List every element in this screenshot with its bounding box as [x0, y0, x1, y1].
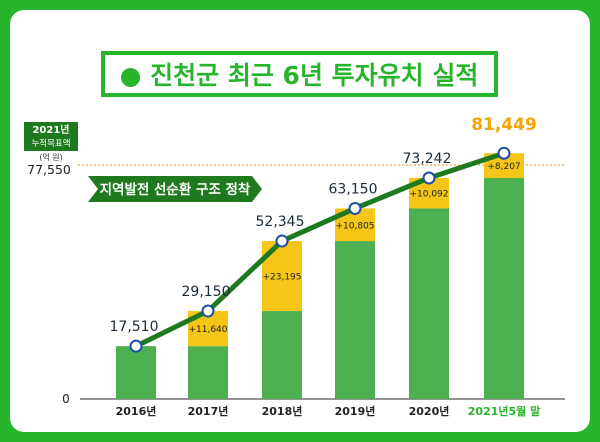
bar-2: [262, 311, 302, 399]
x-tick-label-0: 2016년: [116, 404, 157, 418]
ribbon-text: 지역발전 선순환 구조 정착: [100, 181, 251, 198]
zero-label: 0: [62, 392, 70, 406]
bar-0: [116, 346, 156, 399]
target-label: 2021년 누적목표액 (억 원) 77,550: [24, 122, 78, 177]
trend-line: [134, 150, 505, 349]
value-label-3: 63,150: [329, 181, 378, 197]
bar-3: [335, 241, 375, 399]
increment-label-1: +11,640: [188, 325, 227, 335]
increment-label-5: +8,207: [487, 162, 520, 172]
bar-1: [188, 346, 228, 399]
bar-5: [484, 177, 524, 399]
title-banner: ● 진천군 최근 6년 투자유치 실적: [101, 51, 498, 97]
labels-layer: 2016년 +11,640 2017년 +23,195 2018년 +10,805 2019…: [110, 115, 541, 418]
target-label-text: 누적목표액: [31, 138, 70, 149]
bar-4: [409, 208, 449, 399]
ribbon: 지역발전 선순환 구조 정착: [88, 176, 262, 202]
point-marker-4: [422, 171, 436, 185]
chart-title: ● 진천군 최근 6년 투자유치 실적: [120, 61, 479, 90]
increment-label-4: +10,092: [409, 190, 448, 200]
x-tick-label-2: 2018년: [262, 404, 303, 418]
point-marker-5: [497, 146, 511, 160]
x-tick-label-3: 2019년: [335, 404, 376, 418]
increment-label-3: +10,805: [335, 221, 374, 231]
value-label-5: 81,449: [471, 115, 537, 135]
unit-label: (억 원): [39, 152, 63, 162]
line-layer: [129, 146, 511, 353]
value-label-2: 52,345: [256, 214, 305, 230]
value-label-0: 17,510: [110, 319, 159, 335]
target-value-label: 77,550: [27, 162, 71, 177]
point-marker-0: [129, 339, 143, 353]
point-marker-3: [348, 201, 362, 215]
bars-layer: [116, 153, 524, 399]
target-label-year: 2021년: [32, 123, 69, 136]
point-marker-1: [201, 304, 215, 318]
x-tick-label-1: 2017년: [188, 404, 229, 418]
point-marker-2: [275, 234, 289, 248]
x-tick-label-5: 2021년5월 말: [468, 404, 540, 418]
value-label-4: 73,242: [403, 151, 452, 167]
value-label-1: 29,150: [182, 284, 231, 300]
increment-label-2: +23,195: [262, 273, 301, 283]
x-tick-label-4: 2020년: [409, 404, 450, 418]
